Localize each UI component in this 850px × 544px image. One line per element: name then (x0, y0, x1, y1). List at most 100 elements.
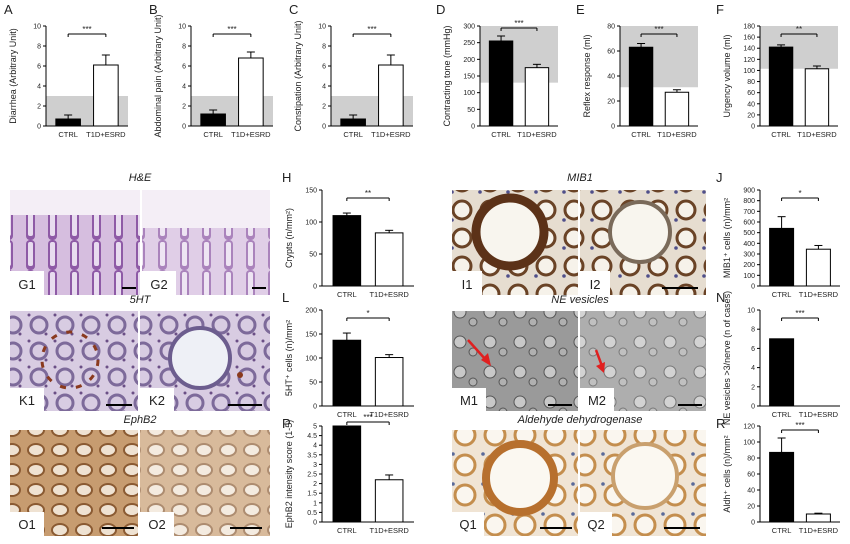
significance-label: *** (82, 25, 91, 34)
chart-R: R 0 20 40 60 80 100 120 Aldh⁺ cells (n)/mm² CTRL T… (716, 416, 840, 535)
y-tick-label: 6 (322, 64, 326, 71)
chart-P: P 0 0.5 1 1.5 2 2.5 3 3.5 4 4.5 5 EphB2 intensity sc… (282, 414, 414, 535)
y-axis-label: MIB1⁺ cells (n)/mm² (722, 198, 732, 278)
y-tick-label: 100 (305, 356, 317, 363)
y-tick-label: 2.5 (307, 472, 317, 479)
y-tick-label: 250 (463, 40, 475, 47)
y-tick-label: 6 (182, 64, 186, 71)
y-tick-label: 60 (607, 49, 615, 56)
bar-ctrl (769, 227, 795, 287)
y-axis-label: Contracting tone (mmHg) (442, 25, 452, 126)
y-tick-label: 200 (305, 308, 317, 315)
y-axis-label: EphB2 intensity score (1-5) (284, 420, 294, 529)
y-tick-label: 10 (318, 24, 326, 31)
significance-label: *** (367, 25, 376, 34)
x-tick-label: CTRL (337, 526, 357, 535)
micrograph-i1: I1 (452, 190, 578, 295)
y-tick-label: 0 (751, 284, 755, 291)
y-tick-label: 40 (607, 74, 615, 81)
y-tick-label: 100 (463, 90, 475, 97)
micrograph-q1: Q1 (452, 430, 578, 536)
bar-ctrl (332, 215, 362, 287)
x-tick-label: CTRL (491, 130, 511, 139)
y-axis-label: Constipation (Arbitrary Unit) (293, 20, 303, 131)
chart-H: H 0 50 100 150 Crypts (n/mm²) CTRL T1D+ESRD ** (282, 170, 414, 299)
x-tick-label: CTRL (343, 130, 363, 139)
x-tick-label: CTRL (772, 410, 792, 419)
y-tick-label: 2 (37, 104, 41, 111)
panel-letter: N (716, 290, 725, 305)
y-tick-label: 2 (751, 384, 755, 391)
y-tick-label: 500 (743, 230, 755, 237)
significance-label: ** (365, 189, 371, 198)
y-tick-label: 100 (743, 68, 755, 75)
bar-t1d-esrd (805, 248, 831, 287)
significance-label: *** (514, 19, 523, 28)
chart-A: A 0 2 4 6 8 10 Diarrhea (Arbitrary Unit) CTRL T1D… (4, 2, 128, 139)
g2-label: G2 (150, 277, 167, 292)
y-tick-label: 200 (463, 57, 475, 64)
y-tick-label: 600 (743, 220, 755, 227)
bar-ctrl (200, 113, 226, 127)
micrograph-k2: K2 (140, 311, 270, 411)
y-tick-label: 150 (305, 332, 317, 339)
significance-label: *** (227, 25, 236, 34)
y-tick-label: 60 (747, 472, 755, 479)
y-tick-label: 3 (313, 462, 317, 469)
bar-ctrl (340, 118, 366, 127)
x-tick-label: T1D+ESRD (517, 130, 557, 139)
x-tick-label: CTRL (772, 290, 792, 299)
y-tick-label: 700 (743, 209, 755, 216)
bar-t1d-esrd (524, 67, 550, 127)
x-tick-label: CTRL (631, 130, 651, 139)
i1-label: I1 (462, 277, 473, 292)
panel-letter: E (576, 2, 585, 17)
x-tick-label: CTRL (771, 130, 791, 139)
y-tick-label: 10 (33, 24, 41, 31)
m1-label: M1 (460, 393, 478, 408)
panel-letter: F (716, 2, 724, 17)
bar-t1d-esrd (238, 57, 264, 127)
micrograph-q2: Q2 (580, 430, 706, 536)
x-tick-label: CTRL (772, 526, 792, 535)
x-tick-label: CTRL (337, 290, 357, 299)
g1-label: G1 (18, 277, 35, 292)
y-tick-label: 80 (607, 24, 615, 31)
significance-label: *** (654, 25, 663, 34)
micrograph-g2: G2 (142, 190, 270, 295)
x-tick-label: T1D+ESRD (369, 526, 409, 535)
x-tick-label: T1D+ESRD (369, 290, 409, 299)
y-tick-label: 0 (611, 124, 615, 131)
y-tick-label: 2 (313, 481, 317, 488)
bar-ctrl (628, 46, 654, 127)
ne-title: NE vesicles (551, 294, 609, 306)
y-tick-label: 8 (751, 327, 755, 334)
y-tick-label: 4 (182, 84, 186, 91)
y-tick-label: 120 (743, 57, 755, 64)
y-tick-label: 6 (751, 346, 755, 353)
significance-label: *** (795, 421, 804, 430)
k2-label: K2 (149, 393, 165, 408)
y-axis-label: Abdominal pain (Arbitrary Unit) (153, 14, 163, 137)
y-tick-label: 100 (743, 440, 755, 447)
panel-letter: H (282, 170, 291, 185)
y-tick-label: 4 (322, 84, 326, 91)
y-tick-label: 300 (743, 252, 755, 259)
y-tick-label: 160 (743, 35, 755, 42)
bar-ctrl (769, 338, 795, 407)
chart-B: B 0 2 4 6 8 10 Abdominal pain (Arbitrary Unit) C… (149, 2, 273, 139)
aldh-title: Aldehyde dehydrogenase (517, 414, 643, 426)
chart-L: L 0 50 100 150 200 5HT⁺ cells (n)/mm² CTRL T1D+E… (282, 290, 414, 419)
o2-label: O2 (148, 517, 165, 532)
eph-title: EphB2 (123, 414, 156, 426)
y-tick-label: 900 (743, 188, 755, 195)
y-tick-label: 5 (313, 424, 317, 431)
y-tick-label: 10 (747, 308, 755, 315)
y-tick-label: 40 (747, 488, 755, 495)
panel-letter: B (149, 2, 158, 17)
y-tick-label: 80 (747, 456, 755, 463)
y-tick-label: 8 (182, 44, 186, 51)
q2-label: Q2 (587, 517, 604, 532)
x-tick-label: CTRL (58, 130, 78, 139)
bar-t1d-esrd (378, 64, 404, 127)
